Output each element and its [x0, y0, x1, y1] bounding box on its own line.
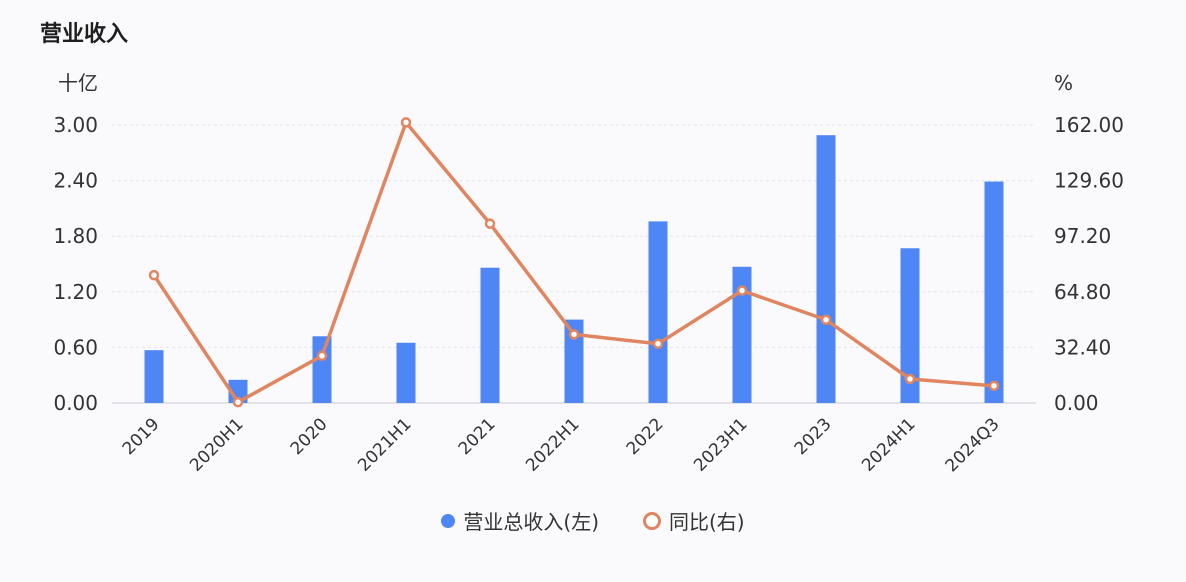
bar — [144, 350, 164, 403]
y-right-tick-label: 129.60 — [1054, 169, 1124, 193]
y-right-tick-label: 97.20 — [1054, 224, 1111, 248]
y-left-unit: 十亿 — [58, 71, 98, 95]
bar — [816, 135, 836, 403]
yoy-point — [820, 314, 832, 326]
x-tick-label: 2021 — [455, 414, 500, 459]
y-right-tick-label: 162.00 — [1054, 113, 1124, 137]
y-left-tick-label: 3.00 — [53, 113, 98, 137]
x-tick-label: 2020 — [287, 414, 332, 459]
x-tick-label: 2019 — [119, 414, 164, 459]
y-right-tick-label: 0.00 — [1054, 391, 1099, 415]
yoy-point — [904, 373, 916, 385]
legend-label-revenue: 营业总收入(左) — [463, 510, 599, 534]
bar — [480, 267, 500, 403]
yoy-point — [148, 269, 160, 281]
bar — [312, 336, 332, 403]
yoy-point — [484, 218, 496, 229]
yoy-point — [400, 117, 412, 128]
y-left-tick-label: 0.00 — [53, 391, 98, 415]
legend-item-yoy[interactable]: 同比(右) — [643, 506, 745, 535]
x-tick-label: 2024Q3 — [942, 414, 1004, 476]
x-tick-label: 2022H1 — [522, 414, 583, 475]
bar — [564, 319, 584, 403]
yoy-point — [652, 338, 664, 350]
bar-series-marker-icon — [441, 513, 456, 528]
y-left-tick-label: 1.20 — [53, 280, 98, 304]
y-right-tick-label: 64.80 — [1054, 280, 1111, 304]
x-tick-label: 2023 — [791, 414, 836, 459]
legend-label-yoy: 同比(右) — [669, 510, 745, 534]
y-left-tick-label: 1.80 — [53, 224, 98, 248]
x-tick-label: 2024H1 — [858, 414, 919, 475]
yoy-point — [316, 350, 328, 362]
y-right-unit: % — [1054, 71, 1073, 95]
bar — [396, 342, 416, 403]
x-tick-label: 2022 — [623, 414, 668, 459]
x-tick-label: 2021H1 — [354, 414, 415, 475]
bar — [732, 266, 752, 403]
yoy-point — [232, 396, 244, 408]
bar — [900, 248, 920, 403]
y-right-tick-label: 32.40 — [1054, 335, 1111, 359]
line-series-marker-icon — [643, 511, 661, 530]
legend: 营业总收入(左) 同比(右) — [0, 506, 1186, 535]
legend-item-revenue[interactable]: 营业总收入(左) — [441, 506, 599, 535]
yoy-point — [988, 380, 1000, 392]
yoy-point — [568, 329, 580, 340]
yoy-point — [736, 285, 748, 296]
bar — [984, 181, 1004, 403]
y-left-tick-label: 2.40 — [53, 169, 98, 193]
x-tick-label: 2020H1 — [186, 414, 247, 475]
x-tick-label: 2023H1 — [690, 414, 751, 475]
bar — [648, 221, 668, 403]
chart-title: 营业收入 — [40, 22, 129, 47]
y-left-tick-label: 0.60 — [53, 335, 98, 359]
